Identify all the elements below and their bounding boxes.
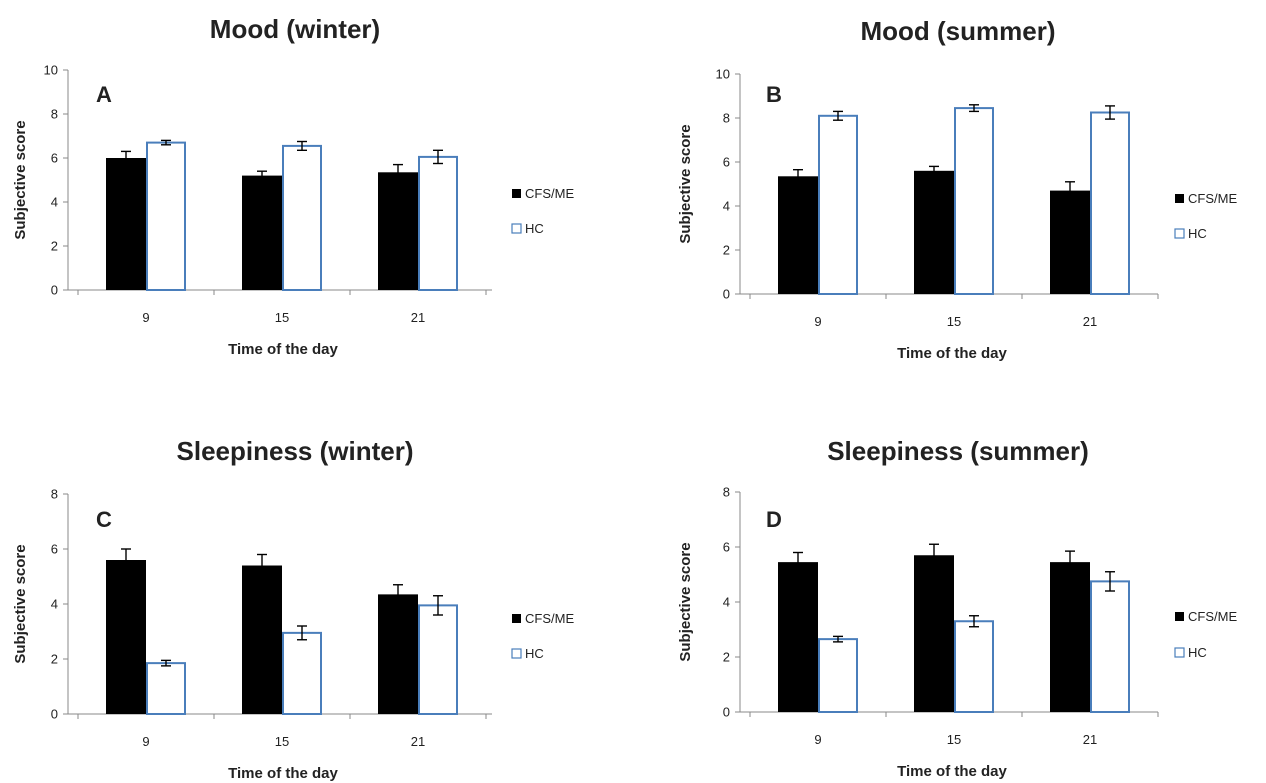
y-axis-label: Subjective score (12, 120, 29, 239)
bar-hc-9 (818, 114, 858, 295)
y-tick-label: 4 (51, 195, 58, 210)
legend-swatch (512, 189, 521, 198)
panel-label: A (96, 82, 112, 107)
y-tick-label: 6 (723, 540, 730, 555)
y-tick-label: 0 (723, 287, 730, 302)
y-tick-label: 8 (51, 487, 58, 502)
chart-panel-b: Mood (summer) B 0 2 4 6 8 10 9 15 21 Time of the da… (677, 16, 1237, 362)
y-tick-label: 0 (51, 283, 58, 298)
legend-label: HC (525, 646, 544, 661)
bar-hc-9 (146, 141, 186, 291)
y-axis-label: Subjective score (12, 544, 29, 663)
x-tick-label: 9 (814, 732, 821, 747)
bar-cfs-me-9 (106, 158, 146, 290)
chart-panel-a: Mood (winter) A 0 2 4 6 8 10 9 15 21 Time of the da… (12, 14, 574, 358)
bar-hc-21 (418, 155, 458, 291)
legend-label: CFS/ME (1188, 191, 1237, 206)
x-tick-label: 15 (947, 314, 961, 329)
bar-cfs-me-9 (106, 560, 146, 714)
legend-swatch (1175, 194, 1184, 203)
legend-swatch (511, 648, 522, 659)
bar-cfs-me-15 (242, 565, 282, 714)
bar-cfs-me-15 (914, 555, 954, 712)
x-tick-label: 21 (1083, 732, 1097, 747)
bar-hc-9 (146, 662, 186, 715)
x-axis-label: Time of the day (228, 765, 338, 782)
y-tick-label: 6 (723, 155, 730, 170)
chart-title: Sleepiness (winter) (177, 436, 414, 466)
chart-panel-c: Sleepiness (winter) C 0 2 4 6 8 9 15 21 Time of th… (12, 436, 574, 782)
legend-label: CFS/ME (525, 611, 574, 626)
y-tick-label: 10 (44, 63, 58, 78)
y-tick-label: 2 (723, 650, 730, 665)
legend-label: HC (1188, 645, 1207, 660)
x-tick-label: 9 (142, 310, 149, 325)
bar-hc-9 (818, 638, 858, 713)
legend-label: CFS/ME (525, 186, 574, 201)
x-tick-label: 15 (275, 310, 289, 325)
chart-title: Mood (winter) (210, 14, 380, 44)
x-tick-label: 9 (814, 314, 821, 329)
bar-hc-15 (954, 620, 994, 713)
y-tick-label: 10 (716, 67, 730, 82)
y-tick-label: 2 (723, 243, 730, 258)
legend-swatch (1174, 228, 1185, 239)
bar-hc-15 (282, 144, 322, 291)
bar-hc-15 (954, 107, 994, 295)
panel-label: D (766, 507, 782, 532)
chart-title: Sleepiness (summer) (827, 436, 1089, 466)
y-tick-label: 8 (723, 485, 730, 500)
y-tick-label: 2 (51, 239, 58, 254)
legend-label: CFS/ME (1188, 609, 1237, 624)
y-tick-label: 6 (51, 151, 58, 166)
y-tick-label: 4 (51, 597, 58, 612)
x-axis-label: Time of the day (228, 341, 338, 358)
bar-cfs-me-21 (378, 172, 418, 290)
panel-label: C (96, 507, 112, 532)
legend-label: HC (525, 221, 544, 236)
x-tick-label: 21 (411, 734, 425, 749)
x-tick-label: 21 (1083, 314, 1097, 329)
bar-cfs-me-15 (914, 170, 954, 294)
bar-cfs-me-9 (778, 562, 818, 712)
chart-panel-d: Sleepiness (summer) D 0 2 4 6 8 9 15 21 Time of th… (677, 436, 1237, 780)
bar-cfs-me-21 (1050, 562, 1090, 712)
y-tick-label: 6 (51, 542, 58, 557)
bar-cfs-me-21 (378, 594, 418, 714)
legend-label: HC (1188, 226, 1207, 241)
y-tick-label: 0 (51, 707, 58, 722)
bar-cfs-me-21 (1050, 190, 1090, 294)
x-tick-label: 15 (947, 732, 961, 747)
y-tick-label: 4 (723, 199, 730, 214)
bar-cfs-me-9 (778, 176, 818, 294)
y-tick-label: 8 (51, 107, 58, 122)
legend-swatch (1174, 647, 1185, 658)
bar-hc-21 (1090, 111, 1130, 295)
chart-title: Mood (summer) (861, 16, 1056, 46)
y-tick-label: 0 (723, 705, 730, 720)
panel-label: B (766, 82, 782, 107)
legend-swatch (1175, 612, 1184, 621)
x-tick-label: 9 (142, 734, 149, 749)
x-tick-label: 21 (411, 310, 425, 325)
legend-swatch (511, 223, 522, 234)
x-tick-label: 15 (275, 734, 289, 749)
y-tick-label: 2 (51, 652, 58, 667)
bar-hc-21 (418, 604, 458, 715)
y-axis-label: Subjective score (677, 124, 694, 243)
bar-hc-21 (1090, 580, 1130, 713)
x-axis-label: Time of the day (897, 763, 1007, 780)
y-axis-label: Subjective score (677, 542, 694, 661)
x-axis-label: Time of the day (897, 345, 1007, 362)
bar-cfs-me-15 (242, 175, 282, 290)
bar-hc-15 (282, 631, 322, 715)
y-tick-label: 8 (723, 111, 730, 126)
legend-swatch (512, 614, 521, 623)
y-tick-label: 4 (723, 595, 730, 610)
